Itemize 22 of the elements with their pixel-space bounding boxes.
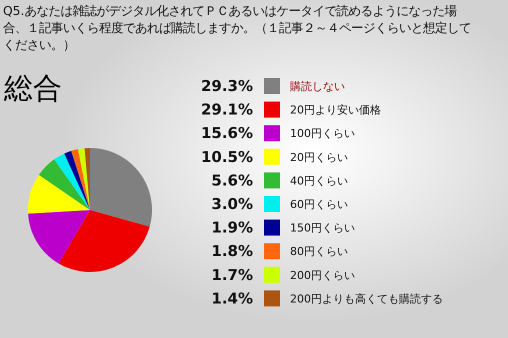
data-label: 1.8% xyxy=(211,242,253,260)
legend-label: 20円より安い価格 xyxy=(290,104,381,117)
data-label: 1.7% xyxy=(211,266,253,284)
legend-label: 40円くらい xyxy=(290,174,348,188)
data-label: 29.1% xyxy=(200,100,253,119)
data-label: 1.4% xyxy=(211,289,253,308)
data-label: 3.0% xyxy=(211,195,253,213)
legend-label: 80円くらい xyxy=(290,245,348,258)
legend-label: 100円くらい xyxy=(290,127,355,140)
legend-label: 20円くらい xyxy=(290,150,348,164)
data-label: 5.6% xyxy=(211,171,253,190)
legend-label: 購読しない xyxy=(290,80,345,93)
data-label: 10.5% xyxy=(200,148,253,166)
chart-subtitle: 総合 xyxy=(3,71,62,105)
legend-label: 200円くらい xyxy=(290,268,355,282)
chart-title: Q5.あなたは雑誌がデジタル化されてＰＣあるいはケータイで読めるようになった場合、１記事いくら程度であれば購読しますか。（１記事２～４ページくらいと想定してください。） xyxy=(3,4,471,52)
data-label: 15.6% xyxy=(200,124,253,142)
legend-label: 150円くらい xyxy=(290,222,355,235)
legend-label: 60円くらい xyxy=(290,198,348,211)
data-label: 29.3% xyxy=(200,77,253,95)
legend-label: 200円よりも高くても購読する xyxy=(290,292,443,306)
data-label: 1.9% xyxy=(211,218,253,237)
